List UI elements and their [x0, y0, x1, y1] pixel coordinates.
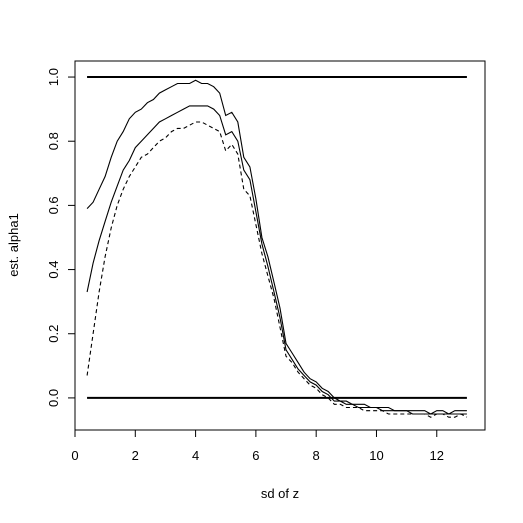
x-tick-label: 8: [313, 448, 320, 463]
y-tick-label: 0.2: [46, 325, 61, 343]
y-tick-label: 1.0: [46, 68, 61, 86]
plot-frame: [74, 60, 486, 431]
y-tick-label: 0.4: [46, 261, 61, 279]
x-tick-label: 4: [192, 448, 199, 463]
series-line-3: [86, 121, 468, 418]
series-line-2: [86, 105, 467, 415]
y-axis: 0.0 0.2 0.4 0.6 0.8 1.0: [46, 68, 76, 407]
x-tick-label: 2: [132, 448, 139, 463]
x-axis: 0 2 4 6 8 10 12: [71, 429, 444, 463]
y-tick-label: 0.8: [46, 132, 61, 150]
y-tick-label: 0.6: [46, 196, 61, 214]
x-tick-label: 10: [369, 448, 383, 463]
series-line-1: [86, 79, 467, 415]
x-tick-label: 6: [252, 448, 259, 463]
series-layer: [86, 79, 468, 418]
reference-lines: [87, 76, 467, 399]
x-axis-label: sd of z: [261, 486, 299, 501]
x-tick-label: 0: [71, 448, 78, 463]
y-tick-label: 0.0: [46, 389, 61, 407]
x-tick-label: 12: [430, 448, 444, 463]
y-axis-label: est. alpha1: [6, 213, 21, 277]
